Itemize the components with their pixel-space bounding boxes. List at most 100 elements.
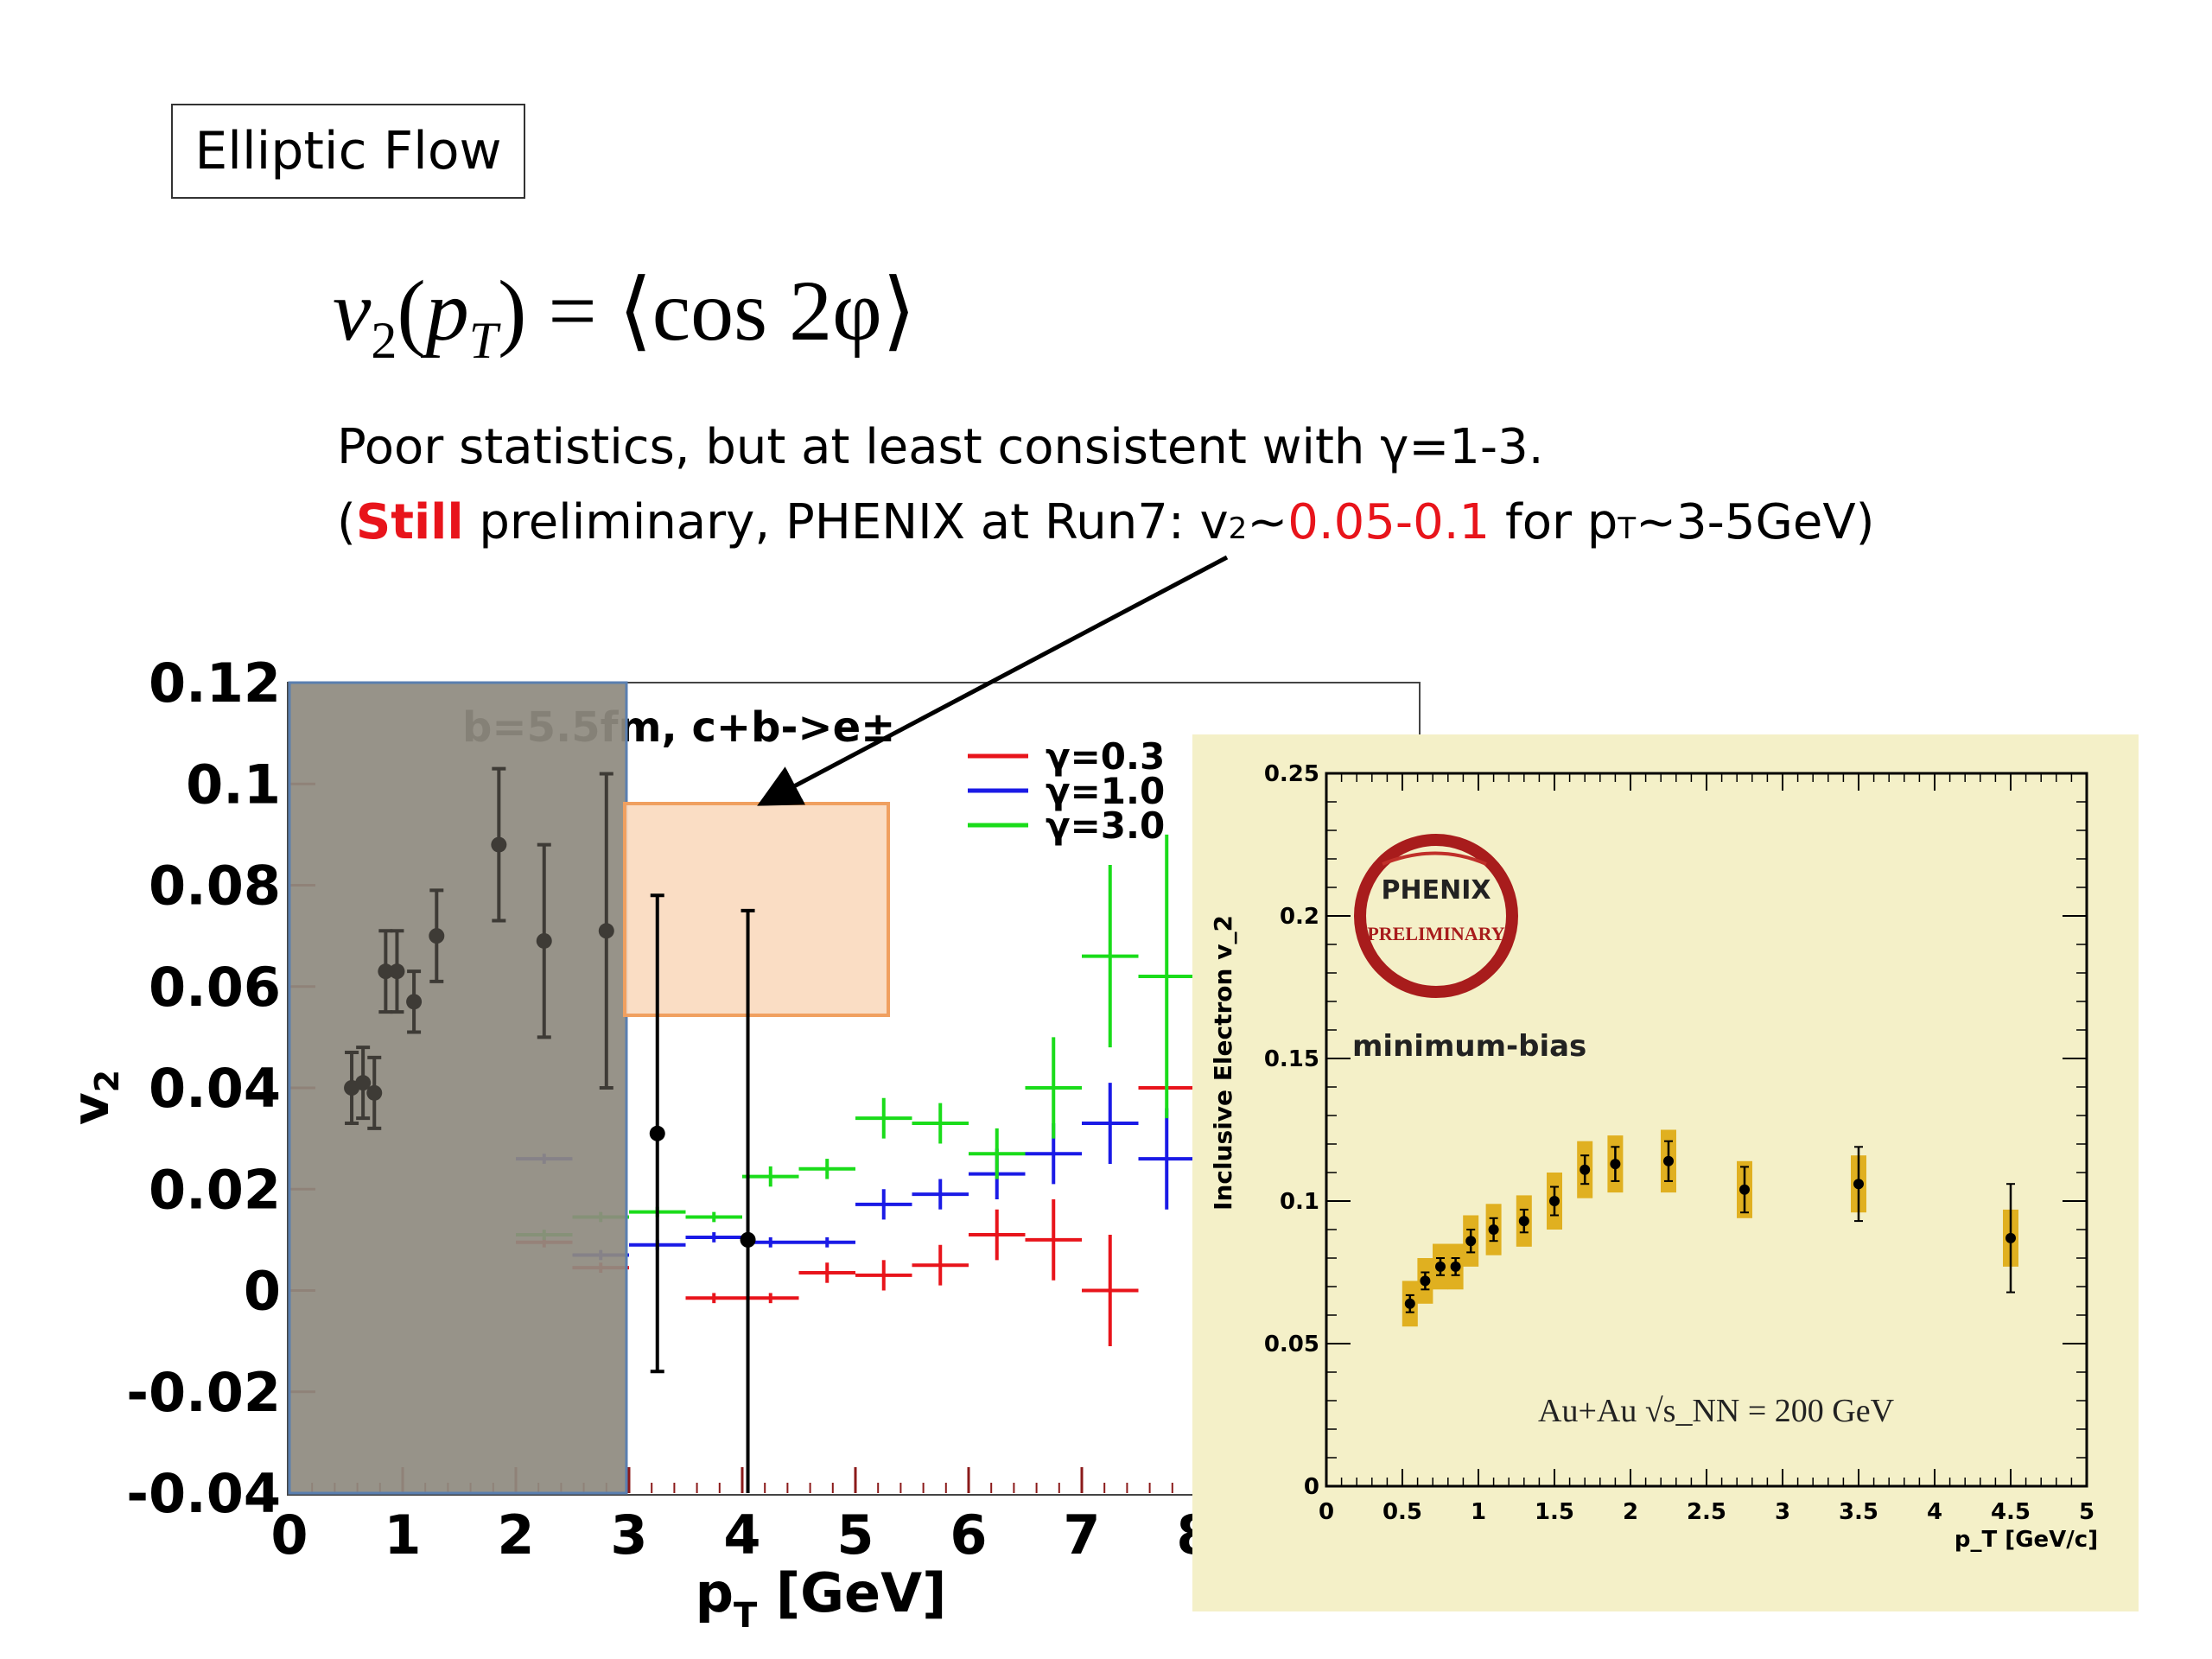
- low-pt-shade: [288, 681, 628, 1495]
- inset-ytick-label: 0.15: [1264, 1046, 1319, 1072]
- main-ytick-label: -0.04: [126, 1462, 281, 1525]
- for-text: for p: [1490, 494, 1618, 550]
- inset-xlabel: p_T [GeV/c]: [1955, 1527, 2098, 1553]
- inset-xtick-label: 0.5: [1382, 1499, 1422, 1525]
- inset-point: [1580, 1164, 1591, 1175]
- inset-point: [1420, 1275, 1431, 1287]
- inset-ytick-label: 0.25: [1264, 761, 1319, 787]
- inset-point: [1853, 1179, 1864, 1190]
- phenix-logo: PHENIX PRELIMINARY: [1354, 834, 1518, 998]
- line2-mid: preliminary, PHENIX at Run7: v: [463, 494, 1229, 550]
- inset-ytick-label: 0.2: [1280, 904, 1319, 930]
- paren-open: (: [337, 494, 356, 550]
- data-point: [366, 1084, 383, 1101]
- statement-line-2: (Still preliminary, PHENIX at Run7: v2~0…: [337, 494, 1875, 550]
- main-ytick-label: 0.08: [149, 855, 281, 918]
- data-point: [740, 1231, 756, 1248]
- inset-ytick-label: 0.1: [1280, 1189, 1319, 1215]
- inset-xtick-label: 0: [1319, 1499, 1334, 1525]
- logo-text-phenix: PHENIX: [1382, 875, 1491, 906]
- line2-end: ~3-5GeV): [1636, 494, 1875, 550]
- inset-xtick-label: 1: [1471, 1499, 1486, 1525]
- v2-formula: v2(pT) = ⟨cos 2φ⟩: [333, 263, 916, 369]
- slide-title: Elliptic Flow: [171, 104, 525, 199]
- inset-xtick-label: 5: [2079, 1499, 2094, 1525]
- legend-gamma-03: γ=0.3: [1046, 735, 1165, 778]
- inset-point: [1663, 1155, 1674, 1166]
- formula-rhs: cos 2φ: [652, 263, 882, 359]
- main-ytick-label: 0.12: [149, 652, 281, 715]
- inset-xtick-label: 1.5: [1535, 1499, 1574, 1525]
- inset-annotation: Au+Au √s_NN = 200 GeV: [1538, 1393, 1895, 1429]
- main-xtick-label: 1: [384, 1503, 421, 1567]
- inset-ticks: 0 0.5 1 1.5 2 2.5 3 3.5 4 4.5 5 0 0.05 0.1 0.15 0.2 0.25: [1264, 761, 2094, 1525]
- inset-point: [1739, 1184, 1750, 1195]
- inset-point: [1549, 1196, 1560, 1206]
- inset-ylabel: Inclusive Electron v_2: [1209, 915, 1237, 1211]
- formula-p-sub: T: [468, 312, 499, 369]
- statement-line-1: Poor statistics, but at least consistent…: [337, 419, 1544, 475]
- inset-xtick-label: 3.5: [1839, 1499, 1878, 1525]
- logo-wing: [1382, 851, 1487, 866]
- data-point: [389, 963, 405, 980]
- main-xtick-label: 3: [610, 1503, 647, 1567]
- inset-xtick-label: 4: [1927, 1499, 1942, 1525]
- main-xtick-label: 0: [270, 1503, 308, 1567]
- main-xtick-label: 7: [1063, 1503, 1100, 1567]
- inset-point: [1488, 1224, 1499, 1235]
- data-point: [598, 923, 614, 939]
- data-point: [406, 994, 423, 1010]
- data-point: [491, 836, 507, 853]
- inset-ytick-label: 0: [1304, 1474, 1319, 1500]
- inset-xtick-label: 2: [1623, 1499, 1638, 1525]
- inset-point: [1518, 1216, 1529, 1227]
- inset-points: [1402, 1129, 2018, 1327]
- inset-point: [1465, 1236, 1477, 1247]
- inset-xtick-label: 2.5: [1687, 1499, 1726, 1525]
- inset-point: [1435, 1261, 1446, 1272]
- data-point: [649, 1125, 665, 1141]
- inset-ytick-label: 0.05: [1264, 1332, 1319, 1357]
- data-over-highlight: [649, 893, 756, 1493]
- formula-v-sub: 2: [371, 312, 397, 369]
- formula-v: v: [333, 263, 372, 359]
- data-point: [378, 963, 394, 980]
- main-ytick-label: -0.02: [126, 1361, 281, 1424]
- inset-point: [2005, 1232, 2016, 1243]
- main-xtick-label: 6: [950, 1503, 987, 1567]
- inset-xtick-label: 4.5: [1991, 1499, 2031, 1525]
- arrow-to-highlight: [757, 555, 1229, 806]
- main-xtick-label: 2: [497, 1503, 534, 1567]
- data-point: [355, 1075, 372, 1091]
- main-ytick-label: 0.1: [186, 753, 281, 816]
- legend-gamma-10: γ=1.0: [1046, 770, 1165, 812]
- main-ytick-label: 0.02: [149, 1158, 281, 1221]
- main-ylabel: v2: [61, 1070, 126, 1125]
- main-ytick-label: 0.04: [149, 1057, 281, 1120]
- pt-sub: T: [1618, 512, 1637, 546]
- main-ytick-label: 0.06: [149, 956, 281, 1019]
- inset-title: minimum-bias: [1352, 1029, 1586, 1064]
- inset-point: [1450, 1261, 1461, 1272]
- inset-point: [1404, 1298, 1415, 1309]
- shade-points: [344, 766, 614, 1130]
- range-value: 0.05-0.1: [1287, 494, 1491, 550]
- main-xlabel: pT [GeV]: [696, 1561, 947, 1636]
- tilde: ~: [1247, 494, 1288, 550]
- logo-ring: [1354, 834, 1518, 998]
- formula-p: p: [425, 263, 469, 359]
- inset-xtick-label: 3: [1775, 1499, 1790, 1525]
- still-word: Still: [355, 494, 464, 550]
- logo-text-preliminary: PRELIMINARY: [1367, 923, 1504, 944]
- main-legend: γ=0.3 γ=1.0 γ=3.0: [968, 735, 1165, 847]
- highlight-box: [623, 802, 890, 1017]
- inset-point: [1610, 1159, 1621, 1170]
- main-ytick-label: 0: [244, 1260, 281, 1323]
- main-xtick-label: 4: [723, 1503, 760, 1567]
- main-axis-labels: 012345678-0.04-0.0200.020.040.060.080.10…: [126, 652, 1213, 1567]
- main-xtick-label: 5: [836, 1503, 874, 1567]
- v2-sub: 2: [1228, 512, 1248, 546]
- data-point: [536, 932, 552, 949]
- data-point: [429, 928, 445, 944]
